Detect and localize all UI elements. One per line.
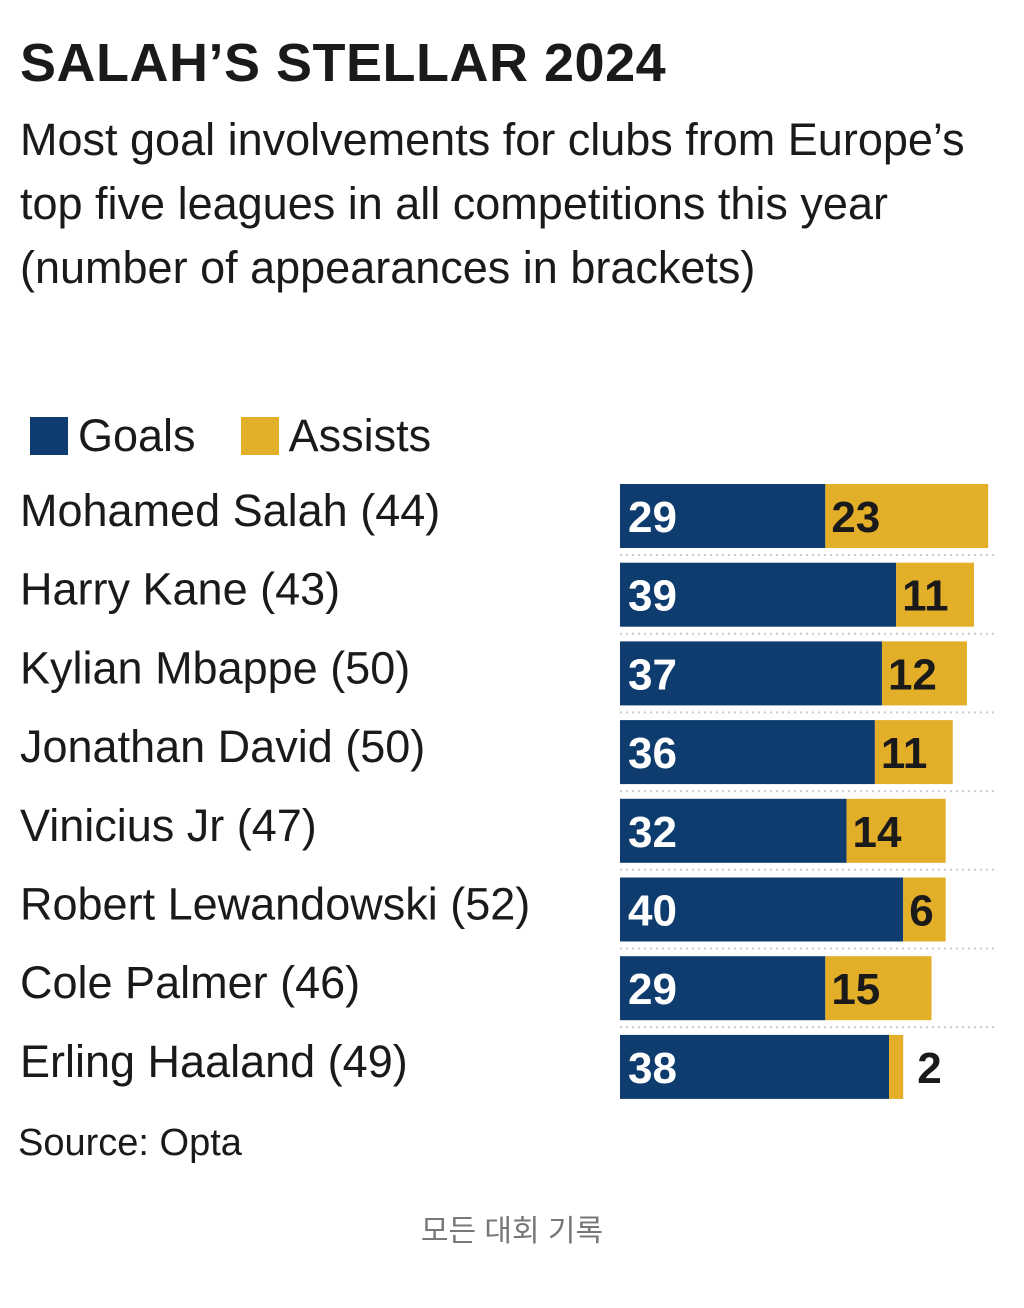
assists-bar [903, 877, 946, 942]
goals-bar [620, 1034, 890, 1099]
category-label: Mohamed Salah (44) [20, 485, 440, 536]
assists-value-label: 23 [831, 493, 880, 542]
goals-value-label: 40 [628, 887, 677, 936]
goals-bar [620, 720, 875, 785]
legend-label-assists: Assists [288, 410, 432, 461]
goals-bar [620, 798, 847, 863]
category-label: Cole Palmer (46) [20, 957, 360, 1008]
assists-value-label: 15 [831, 965, 880, 1014]
source-note: Source: Opta [18, 1122, 242, 1164]
goals-bar [620, 562, 897, 627]
assists-bar [825, 956, 932, 1021]
legend-label-goals: Goals [78, 410, 196, 461]
assists-bar [874, 720, 953, 785]
legend: Goals Assists [30, 408, 476, 464]
assists-value-label: 12 [888, 650, 937, 699]
bar-chart: Mohamed Salah (44) 29 23 Harry Kane (43) 39 1… [20, 484, 995, 1099]
assists-value-label: 2 [917, 1044, 941, 1093]
category-label: Kylian Mbappe (50) [20, 642, 410, 693]
goals-value-label: 37 [628, 650, 677, 699]
category-label: Harry Kane (43) [20, 564, 340, 615]
chart-title: SALAH’S STELLAR 2024 [20, 33, 667, 93]
goals-bar [620, 641, 882, 706]
goals-value-label: 38 [628, 1044, 677, 1093]
goals-value-label: 39 [628, 572, 677, 621]
goals-value-label: 32 [628, 808, 677, 857]
assists-bar [846, 798, 946, 863]
goals-bar [620, 877, 904, 942]
assists-bar [896, 562, 974, 627]
assists-bar [825, 484, 989, 548]
chart-subtitle: Most goal involvements for clubs from Eu… [20, 114, 965, 293]
caption: 모든 대회 기록 [420, 1215, 604, 1248]
goals-value-label: 36 [628, 729, 677, 778]
category-label: Jonathan David (50) [20, 721, 425, 772]
assists-value-label: 14 [853, 808, 902, 857]
category-label: Erling Haaland (49) [20, 1036, 408, 1087]
assists-bar [881, 641, 967, 706]
goals-bar [620, 956, 826, 1021]
assists-value-label: 11 [881, 729, 928, 778]
category-label: Robert Lewandowski (52) [20, 879, 530, 930]
category-label: Vinicius Jr (47) [20, 800, 317, 851]
legend-swatch-assists [240, 417, 279, 455]
legend-swatch-goals [30, 417, 68, 455]
legend-item-assists: Assists [240, 410, 432, 462]
assists-value-label: 6 [909, 887, 933, 936]
legend-item-goals: Goals [30, 410, 196, 462]
goals-bar [620, 484, 826, 548]
assists-value-label: 11 [902, 572, 949, 621]
goals-value-label: 29 [628, 493, 677, 542]
assists-bar [889, 1034, 904, 1099]
goals-value-label: 29 [628, 965, 677, 1014]
